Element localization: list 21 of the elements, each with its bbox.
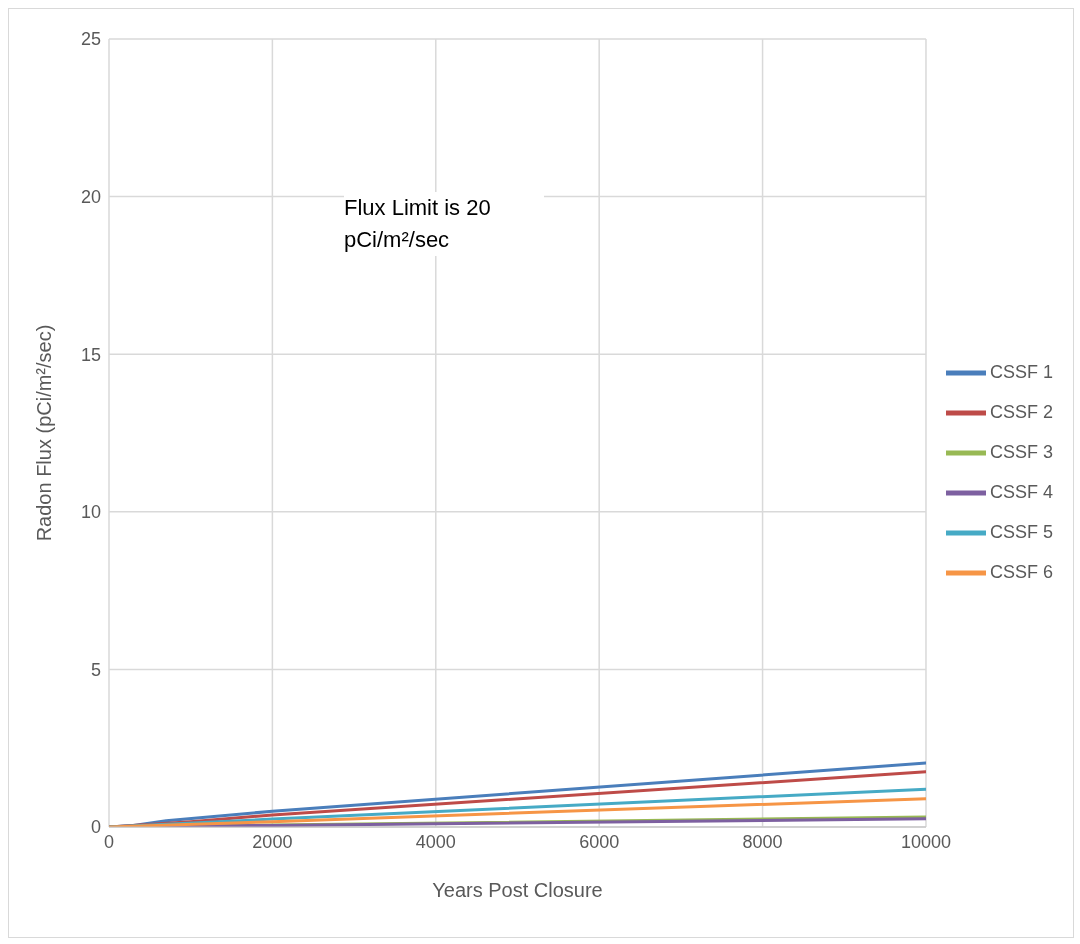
legend-label: CSSF 2 — [989, 401, 1053, 422]
y-tick-label: 0 — [90, 817, 101, 838]
x-tick-label: 2000 — [252, 831, 293, 852]
y-axis-title: Radon Flux (pCi/m²/sec) — [33, 324, 56, 542]
x-tick-label: 8000 — [742, 831, 783, 852]
legend-label: CSSF 3 — [989, 441, 1053, 462]
y-tick-label: 25 — [80, 29, 101, 50]
legend-label: CSSF 1 — [989, 361, 1053, 382]
x-tick-label: 4000 — [415, 831, 456, 852]
x-tick-label: 0 — [103, 831, 115, 852]
legend-label: CSSF 4 — [989, 481, 1053, 502]
legend-label: CSSF 6 — [989, 561, 1053, 582]
annotation: Flux Limit is 20 pCi/m²/sec — [344, 192, 544, 256]
y-tick-label: 5 — [90, 659, 101, 680]
y-tick-label: 15 — [80, 344, 101, 365]
y-tick-label: 20 — [80, 186, 101, 207]
legend-label: CSSF 5 — [989, 521, 1053, 542]
x-tick-label: 6000 — [579, 831, 620, 852]
y-tick-label: 10 — [80, 502, 101, 523]
x-axis-title: Years Post Closure — [432, 879, 603, 901]
x-tick-label: 10000 — [900, 831, 951, 852]
